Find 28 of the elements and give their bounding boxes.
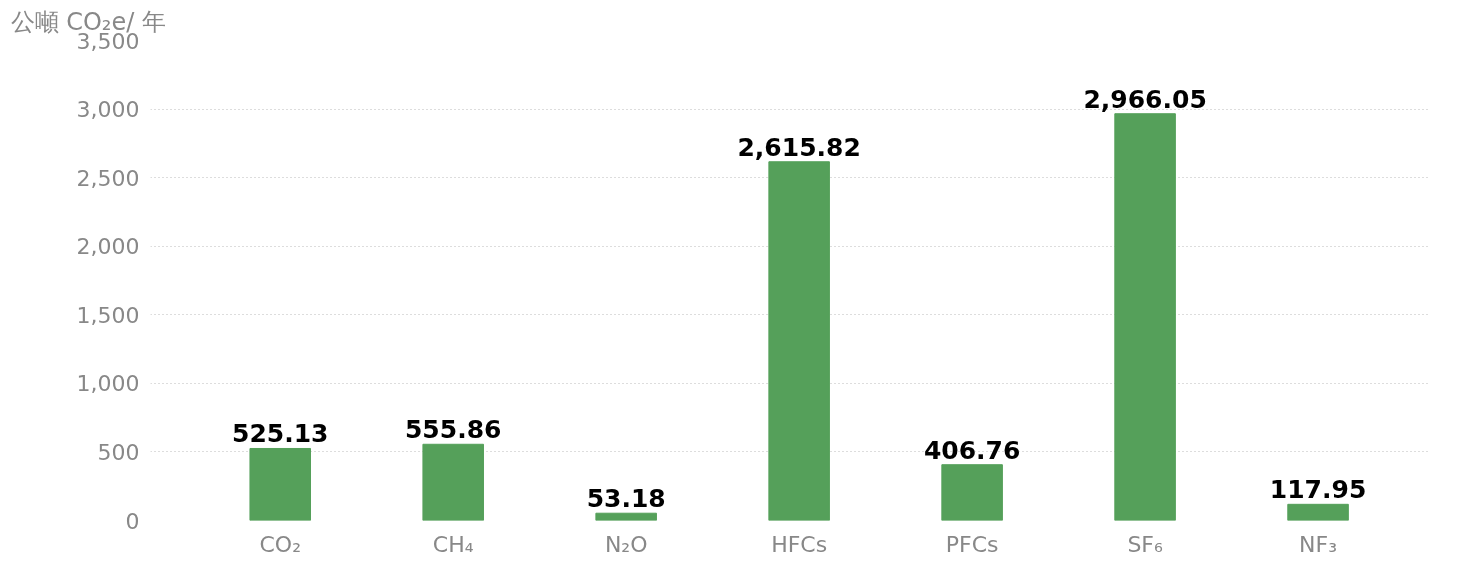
bar — [595, 512, 657, 521]
bar — [941, 464, 1003, 521]
x-tick-label: CO₂ — [259, 531, 301, 557]
data-label: 2,966.05 — [1083, 84, 1207, 114]
data-label: 2,615.82 — [737, 132, 861, 162]
bar — [249, 447, 311, 521]
bar — [768, 161, 830, 521]
x-tick-label: N₂O — [604, 531, 648, 557]
y-tick-label: 3,000 — [76, 97, 140, 123]
y-tick-label: 1,500 — [76, 302, 140, 328]
data-label: 525.13 — [231, 419, 329, 449]
x-tick-label: NF₃ — [1299, 531, 1338, 557]
y-tick-label: 2,500 — [76, 165, 140, 191]
y-tick-label: 1,000 — [76, 371, 140, 397]
data-label: 117.95 — [1269, 475, 1367, 505]
bar — [422, 443, 484, 521]
y-tick-label: 2,000 — [76, 234, 140, 260]
bar — [1287, 503, 1349, 521]
y-tick-label: 0 — [125, 508, 140, 534]
data-label: 53.18 — [586, 484, 666, 514]
x-tick-label: PFCs — [945, 531, 999, 557]
data-label: 555.86 — [404, 415, 502, 445]
bar — [1114, 113, 1176, 521]
y-tick-label: 500 — [97, 439, 140, 465]
data-label: 406.76 — [923, 435, 1021, 465]
x-tick-label: SF₆ — [1127, 531, 1163, 557]
x-tick-label: HFCs — [771, 531, 828, 557]
x-tick-label: CH₄ — [432, 531, 474, 557]
